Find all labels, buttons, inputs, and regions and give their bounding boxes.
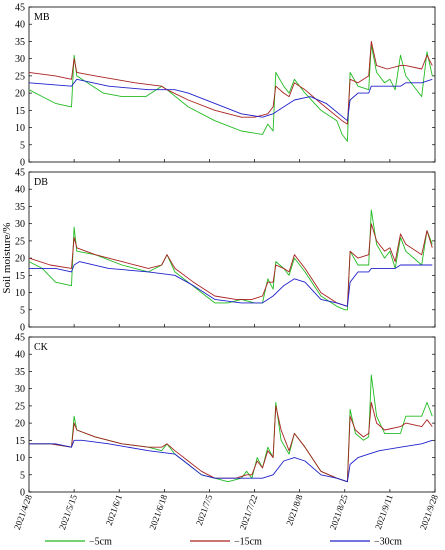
panel-title: DB [34,177,48,188]
series-line-15cm [28,223,433,307]
x-axis-dates: 2021/4/28 2021/5/15 2021/6/1 2021/6/18 2021/… [12,493,440,531]
y-tick-label: 15 [15,106,25,117]
y-tick-label: 45 [15,333,25,344]
y-tick-label: 40 [15,350,25,361]
y-axis-label: Soil moisture/% [1,222,13,293]
y-tick-label: 20 [15,419,25,430]
panel-title: CK [34,342,49,353]
y-tick-label: 0 [20,158,25,169]
legend: −5cm −15cm −30cm [45,537,402,548]
y-tick-label: 25 [15,236,25,247]
y-tick-label: 45 [15,3,25,14]
y-tick-label: 20 [15,254,25,265]
y-tick-label: 25 [15,71,25,82]
y-tick-label: 10 [15,123,25,134]
y-tick-label: 45 [15,168,25,179]
y-tick-label: 10 [15,288,25,299]
panel-title: MB [34,12,50,23]
y-tick-label: 0 [20,488,25,499]
y-tick-label: 30 [15,219,25,230]
x-tick-label: 2021/7/5 [194,493,215,527]
x-tick-label: 2021/8/25 [328,493,350,531]
x-tick-label: 2021/6/18 [147,493,169,531]
y-tick-label: 10 [15,453,25,464]
series-line-15cm [28,40,433,125]
plot-frame [28,336,436,493]
x-tick-label: 2021/5/15 [57,493,79,531]
plot-frame [28,6,436,163]
y-tick-label: 35 [15,202,25,213]
y-tick-label: 35 [15,367,25,378]
panel-ck: 0 5 10 15 20 25 30 35 40 45 CK [15,333,436,499]
series-line-5cm [28,44,433,142]
series-line-30cm [28,78,433,122]
y-tick-label: 15 [15,436,25,447]
legend-label-30cm: −30cm [374,537,402,548]
series-line-15cm [29,401,433,483]
chart-panels: 0 5 10 15 20 25 30 35 40 45 MB 0 5 10 15 20 25 30 35 40 45 DB… [15,3,436,499]
x-tick-label: 2021/7/22 [238,493,260,531]
y-tick-label: 15 [15,271,25,282]
plot-frame [28,171,436,328]
x-tick-label: 2021/8/8 [284,493,305,527]
y-tick-label: 25 [15,401,25,412]
y-tick-label: 30 [15,384,25,395]
series-line-30cm [29,439,433,483]
x-tick-label: 2021/4/28 [12,493,34,531]
y-tick-label: 30 [15,54,25,65]
panel-db: 0 5 10 15 20 25 30 35 40 45 DB [15,168,436,334]
series-line-5cm [28,209,433,311]
x-tick-label: 2021/9/11 [373,493,395,530]
x-tick-label: 2021/9/28 [418,493,440,531]
y-tick-label: 40 [15,20,25,31]
series-line-30cm [29,261,433,307]
y-tick-label: 20 [15,89,25,100]
y-tick-label: 35 [15,37,25,48]
y-tick-label: 5 [20,305,25,316]
panel-mb: 0 5 10 15 20 25 30 35 40 45 MB [15,3,436,169]
x-tick-label: 2021/6/1 [104,493,124,527]
y-tick-label: 5 [20,470,25,481]
y-tick-label: 0 [20,323,25,334]
legend-label-15cm: −15cm [234,537,262,548]
legend-label-5cm: −5cm [89,537,112,548]
y-tick-label: 40 [15,185,25,196]
y-tick-label: 5 [20,140,25,151]
